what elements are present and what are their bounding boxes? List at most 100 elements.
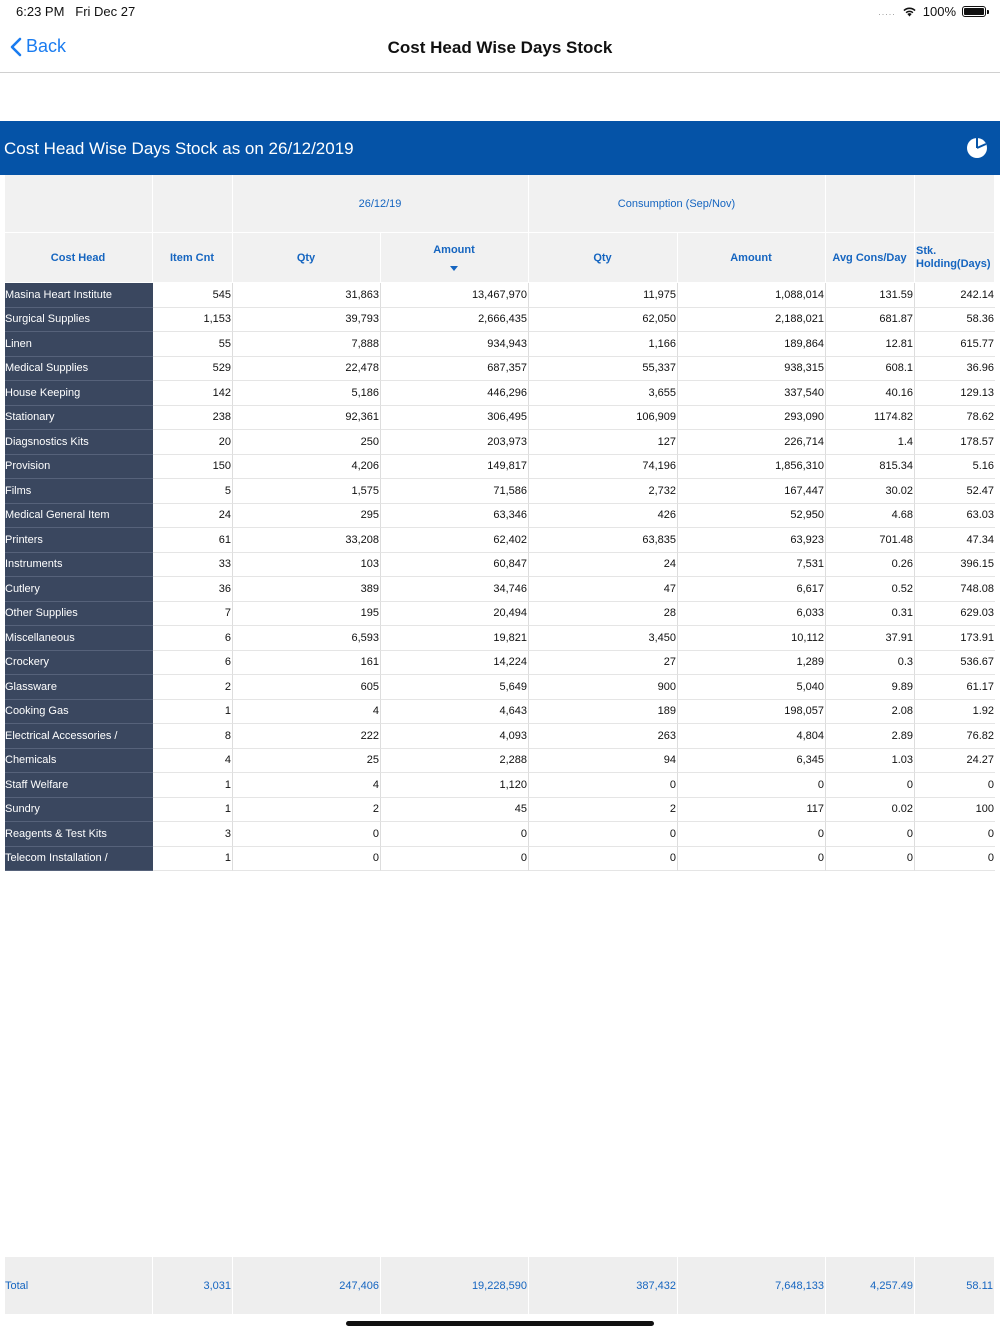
cell-stk-holding: 629.03 (915, 602, 995, 626)
cell-amount: 934,943 (381, 332, 529, 357)
table-row[interactable]: Cutlery 36 389 34,746 47 6,617 0.52 748.08 (5, 577, 995, 602)
cell-cons-amount: 337,540 (678, 381, 826, 406)
table-row[interactable]: Linen 55 7,888 934,943 1,166 189,864 12.81 615.… (5, 332, 995, 357)
cell-avg-cons-day: 0 (826, 773, 915, 798)
cell-cost-head: Crockery (5, 650, 153, 675)
cell-avg-cons-day: 0.3 (826, 650, 915, 675)
cell-avg-cons-day: 131.59 (826, 283, 915, 308)
cell-cons-qty: 63,835 (529, 528, 678, 553)
header-group-row: 26/12/19 Consumption (Sep/Nov) (5, 175, 995, 233)
total-stk-holding: 58.11 (915, 1257, 995, 1314)
pie-chart-icon[interactable] (966, 137, 988, 159)
cell-qty: 4 (233, 773, 381, 798)
report-title: Cost Head Wise Days Stock as on 26/12/20… (4, 139, 354, 158)
cell-item-cnt: 36 (153, 577, 233, 602)
table-row[interactable]: Cooking Gas 1 4 4,643 189 198,057 2.08 1.92 (5, 699, 995, 724)
table-row[interactable]: Other Supplies 7 195 20,494 28 6,033 0.31 629.0… (5, 601, 995, 626)
column-header-cost-head[interactable]: Cost Head (5, 233, 153, 283)
cell-qty: 103 (233, 552, 381, 577)
column-header-cons-amount[interactable]: Amount (678, 233, 826, 283)
column-header-stk-holding[interactable]: Stk. Holding(Days) (915, 233, 995, 283)
cell-avg-cons-day: 1.4 (826, 430, 915, 455)
chevron-left-icon (10, 37, 22, 56)
table-row[interactable]: Staff Welfare 1 4 1,120 0 0 0 0 (5, 773, 995, 798)
cell-cons-amount: 226,714 (678, 430, 826, 455)
cell-cons-qty: 106,909 (529, 405, 678, 430)
cell-avg-cons-day: 0.02 (826, 797, 915, 822)
column-header-cons-qty[interactable]: Qty (529, 233, 678, 283)
cell-cons-qty: 11,975 (529, 283, 678, 308)
cell-qty: 5,186 (233, 381, 381, 406)
cell-cons-qty: 94 (529, 748, 678, 773)
table-row[interactable]: Chemicals 4 25 2,288 94 6,345 1.03 24.27 (5, 748, 995, 773)
table-row[interactable]: Masina Heart Institute 545 31,863 13,467,97… (5, 283, 995, 308)
cell-avg-cons-day: 0 (826, 846, 915, 871)
table-row[interactable]: Printers 61 33,208 62,402 63,835 63,923 701.48… (5, 528, 995, 553)
table-row[interactable]: Glassware 2 605 5,649 900 5,040 9.89 61.17 (5, 675, 995, 700)
cell-cons-amount: 63,923 (678, 528, 826, 553)
cell-cons-qty: 47 (529, 577, 678, 602)
cell-amount: 60,847 (381, 552, 529, 577)
cell-cons-qty: 189 (529, 699, 678, 724)
cell-cons-amount: 0 (678, 773, 826, 798)
cell-item-cnt: 33 (153, 552, 233, 577)
table-row[interactable]: Diagsnostics Kits 20 250 203,973 127 226,714 1… (5, 430, 995, 455)
cell-avg-cons-day: 681.87 (826, 307, 915, 332)
cell-amount: 63,346 (381, 503, 529, 528)
column-header-avg-cons-day[interactable]: Avg Cons/Day (826, 233, 915, 283)
wifi-icon (903, 7, 916, 17)
column-header-qty[interactable]: Qty (233, 233, 381, 283)
cell-avg-cons-day: 815.34 (826, 454, 915, 479)
cell-qty: 4,206 (233, 454, 381, 479)
cell-qty: 222 (233, 724, 381, 749)
table-row[interactable]: Electrical Accessories /8 222 4,093 263 4,80… (5, 724, 995, 749)
cell-qty: 25 (233, 748, 381, 773)
cell-amount: 203,973 (381, 430, 529, 455)
column-header-item-cnt[interactable]: Item Cnt (153, 233, 233, 283)
cell-avg-cons-day: 2.08 (826, 699, 915, 724)
cell-qty: 6,593 (233, 626, 381, 651)
table-row[interactable]: Provision 150 4,206 149,817 74,196 1,856,310 8… (5, 454, 995, 479)
cell-item-cnt: 150 (153, 454, 233, 479)
cell-cons-qty: 1,166 (529, 332, 678, 357)
cell-avg-cons-day: 37.91 (826, 626, 915, 651)
cell-avg-cons-day: 608.1 (826, 356, 915, 381)
cell-amount: 1,120 (381, 773, 529, 798)
column-header-amount-label: Amount (433, 244, 475, 256)
cell-avg-cons-day: 0.26 (826, 552, 915, 577)
table-row[interactable]: Miscellaneous 6 6,593 19,821 3,450 10,112 37.9… (5, 626, 995, 651)
table-row[interactable]: Crockery 6 161 14,224 27 1,289 0.3 536.67 (5, 650, 995, 675)
column-header-amount[interactable]: Amount (381, 233, 529, 283)
table-row[interactable]: Telecom Installation /1 0 0 0 0 0 0 (5, 846, 995, 871)
cell-avg-cons-day: 1.03 (826, 748, 915, 773)
table-row[interactable]: Surgical Supplies 1,153 39,793 2,666,435 62,… (5, 307, 995, 332)
back-button[interactable]: Back (10, 36, 66, 57)
status-bar: 6:23 PM Fri Dec 27 ..... 100% (0, 0, 1000, 24)
table-row[interactable]: House Keeping 142 5,186 446,296 3,655 337,540… (5, 381, 995, 406)
cell-cons-amount: 198,057 (678, 699, 826, 724)
cell-cons-qty: 55,337 (529, 356, 678, 381)
cell-cons-qty: 28 (529, 601, 678, 626)
cell-cons-amount: 6,617 (678, 577, 826, 602)
table-row[interactable]: Films 5 1,575 71,586 2,732 167,447 30.02 52.47 (5, 479, 995, 504)
cell-cost-head: Printers (5, 528, 153, 553)
stk-label-line1: Stk. (916, 244, 937, 257)
cell-item-cnt: 7 (153, 601, 233, 626)
cell-qty: 0 (233, 846, 381, 871)
total-avg-cons-day: 4,257.49 (826, 1257, 915, 1314)
table-row[interactable]: Medical Supplies 529 22,478 687,357 55,337 93… (5, 356, 995, 381)
cell-item-cnt: 20 (153, 430, 233, 455)
total-qty: 247,406 (233, 1257, 381, 1314)
table-row[interactable]: Medical General Item 24 295 63,346 426 52,950… (5, 503, 995, 528)
cell-cons-amount: 189,864 (678, 332, 826, 357)
cell-stk-holding: 536.67 (915, 651, 995, 675)
cell-cost-head: Miscellaneous (5, 626, 153, 651)
table-row[interactable]: Sundry 1 2 45 2 117 0.02 100 (5, 797, 995, 822)
cell-stk-holding: 129.13 (915, 381, 995, 406)
table-row[interactable]: Stationary 238 92,361 306,495 106,909 293,090… (5, 405, 995, 430)
cell-amount: 2,288 (381, 748, 529, 773)
table-row[interactable]: Reagents & Test Kits 3 0 0 0 0 0 0 (5, 822, 995, 847)
cell-stk-holding: 36.96 (915, 357, 995, 381)
table-row[interactable]: Instruments 33 103 60,847 24 7,531 0.26 396.15 (5, 552, 995, 577)
cell-amount: 4,643 (381, 699, 529, 724)
